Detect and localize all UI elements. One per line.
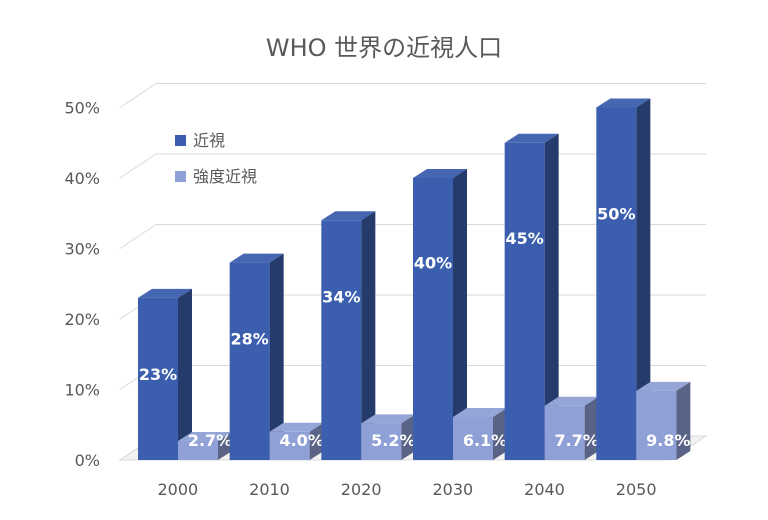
data-label: 6.1% (463, 431, 507, 450)
data-label: 5.2% (371, 431, 415, 450)
legend-swatch (175, 135, 186, 146)
bar (269, 422, 324, 460)
gridline (119, 83, 706, 108)
x-tick-label: 2030 (432, 480, 473, 499)
legend-label: 強度近視 (193, 167, 257, 186)
data-label: 23% (139, 365, 177, 384)
data-label: 28% (231, 330, 269, 349)
legend-swatch (175, 171, 186, 182)
data-label: 50% (597, 204, 635, 223)
chart-title: WHO 世界の近視人口 (265, 34, 503, 62)
bar (544, 396, 599, 460)
y-tick-label: 0% (75, 451, 100, 470)
bar (229, 253, 284, 460)
bar (321, 211, 376, 460)
x-tick-label: 2020 (341, 480, 382, 499)
legend-label: 近視 (193, 131, 225, 150)
y-tick-label: 20% (64, 310, 100, 329)
bar (138, 288, 192, 460)
data-label: 7.7% (554, 431, 598, 450)
data-label: 2.7% (188, 431, 232, 450)
data-label: 45% (506, 229, 544, 248)
x-tick-label: 2050 (616, 480, 657, 499)
y-tick-label: 50% (64, 99, 100, 118)
bar (596, 98, 651, 460)
data-label: 4.0% (279, 431, 323, 450)
bar (504, 133, 559, 460)
x-tick-label: 2010 (249, 480, 290, 499)
x-tick-label: 2040 (524, 480, 565, 499)
data-label: 40% (414, 254, 452, 273)
bar (413, 169, 467, 460)
data-label: 9.8% (646, 431, 690, 450)
y-tick-label: 10% (64, 381, 100, 400)
bar (361, 414, 416, 460)
y-tick-label: 40% (64, 169, 100, 188)
bar (636, 381, 691, 460)
data-label: 34% (322, 287, 360, 306)
x-tick-label: 2000 (157, 480, 198, 499)
bar (178, 431, 232, 460)
y-tick-label: 30% (64, 240, 100, 259)
bar (453, 407, 507, 460)
